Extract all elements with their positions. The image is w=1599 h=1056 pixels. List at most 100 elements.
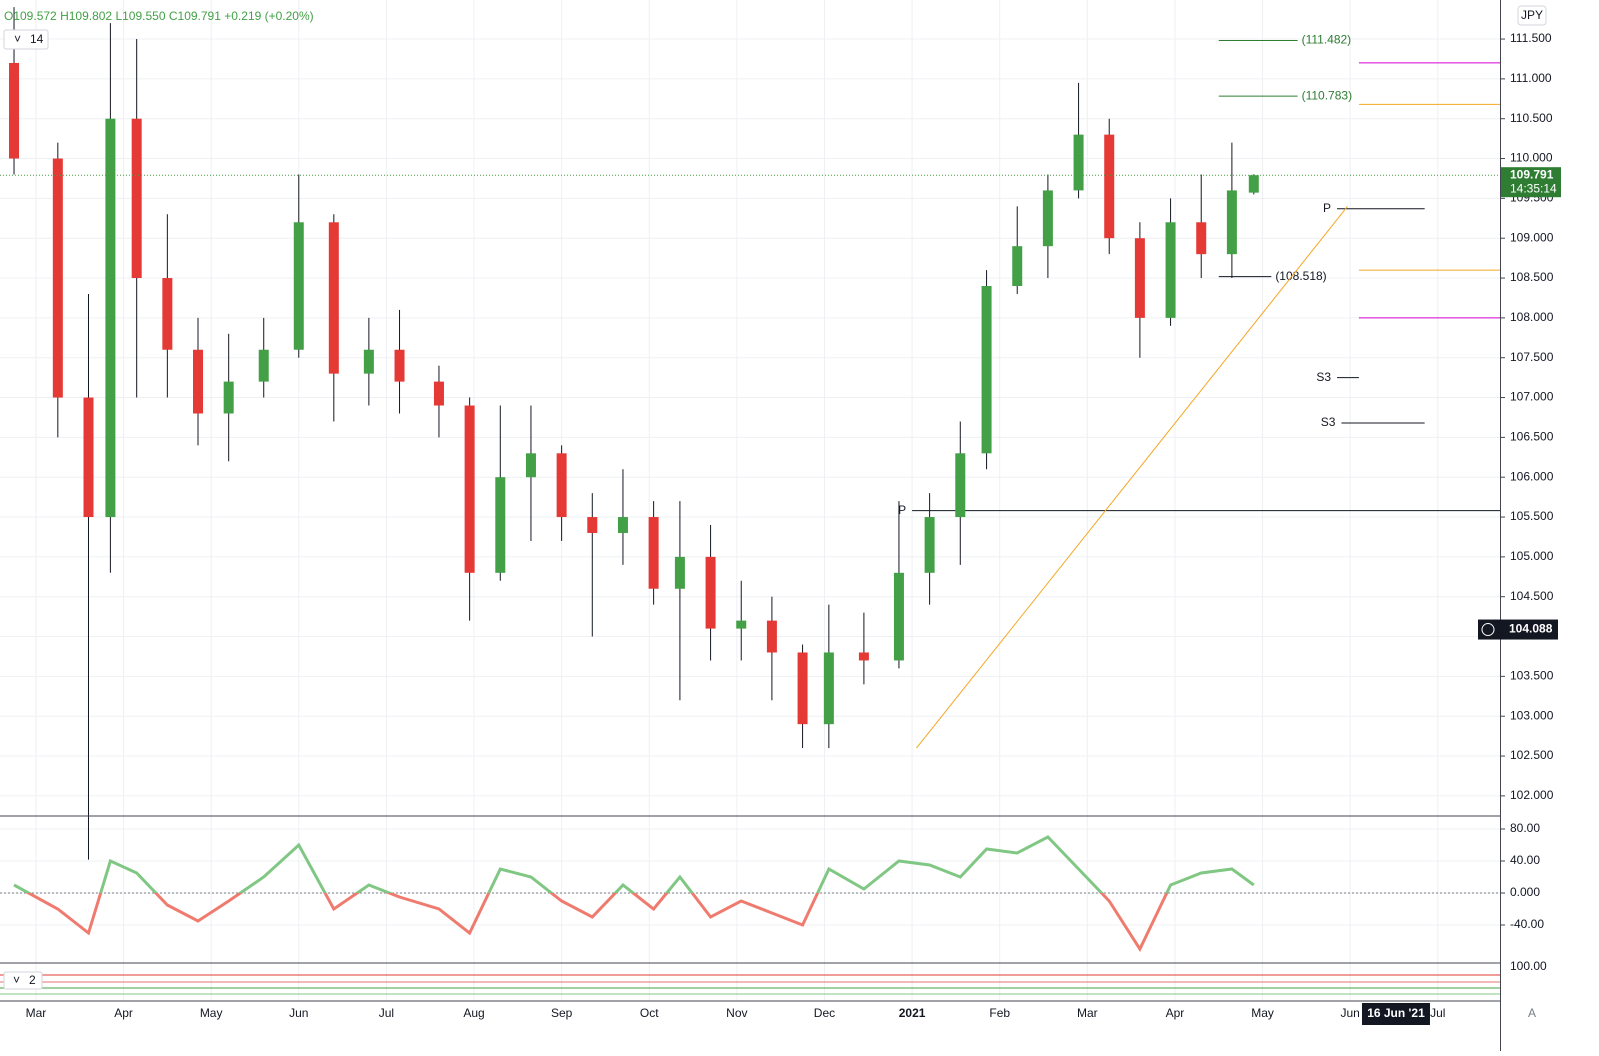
date-badge	[1361, 1003, 1430, 1025]
countdown: 14:35:14	[1510, 181, 1557, 195]
y-tick-label: 110.000	[1510, 151, 1553, 165]
indicator-toggle[interactable]	[3, 971, 43, 990]
oscillator-line	[13, 835, 1255, 953]
y-tick-label: 107.000	[1510, 390, 1554, 404]
x-tick-label: 2021	[899, 1006, 926, 1020]
candle-body	[924, 517, 935, 573]
last-price: 109.791	[1510, 167, 1554, 181]
y-tick-label: 108.500	[1510, 270, 1554, 284]
candle-body	[797, 652, 808, 725]
candle-body	[981, 286, 992, 454]
candle-body	[955, 453, 966, 518]
indicator-toggle[interactable]	[3, 29, 49, 50]
crosshair-price: 104.088	[1509, 622, 1553, 636]
level-label: (111.482)	[1302, 33, 1352, 47]
candle-body	[193, 349, 204, 414]
x-tick-label: Apr	[114, 1006, 133, 1020]
y-tick-label: 109.000	[1510, 230, 1554, 244]
candle-body	[893, 572, 904, 661]
candle-body	[648, 517, 659, 589]
y-tick-label: 106.500	[1510, 430, 1554, 444]
x-tick-label: Sep	[551, 1006, 573, 1020]
candle-body	[328, 222, 339, 374]
x-tick-label: Nov	[726, 1006, 747, 1020]
auto-scale[interactable]: A	[1528, 1006, 1536, 1020]
y-tick-label: 103.500	[1510, 669, 1554, 683]
currency-button[interactable]	[1517, 5, 1547, 26]
y-tick-label: 111.000	[1510, 71, 1552, 85]
candle-body	[495, 477, 506, 573]
open: O109.572	[4, 9, 57, 23]
x-tick-label: Mar	[26, 1006, 47, 1020]
candle-body	[823, 652, 834, 725]
candle-body	[223, 381, 234, 414]
candle-body	[1012, 246, 1023, 287]
candle-body	[9, 62, 20, 159]
candle-body	[1134, 238, 1145, 318]
candle-body	[1165, 222, 1176, 318]
ohlc-header: O109.572 H109.802 L109.550 C109.791 +0.2…	[4, 9, 314, 23]
y-tick-label: 80.00	[1510, 821, 1540, 835]
candle-body	[1104, 134, 1115, 239]
x-tick-label: Feb	[989, 1006, 1010, 1020]
y-tick-label: 103.000	[1510, 708, 1554, 722]
y-tick-label: 40.00	[1510, 853, 1540, 867]
candle-body	[1196, 222, 1207, 255]
plot: (111.482) (110.783) (108.518) P P S3 S3	[0, 7, 1500, 995]
y-tick-label: 106.000	[1510, 469, 1554, 483]
currency[interactable]: JPY	[1521, 8, 1543, 22]
candle-body	[363, 349, 374, 374]
y-tick-label: 104.500	[1510, 589, 1554, 603]
x-tick-label: May	[200, 1006, 223, 1020]
candle-body	[83, 397, 94, 518]
indicator-count[interactable]: 2	[29, 973, 36, 987]
cursor-date: 16 Jun '21	[1367, 1006, 1425, 1020]
candle-body	[674, 556, 685, 589]
x-tick-label: Mar	[1077, 1006, 1098, 1020]
indicator-chevron: ˅	[13, 973, 20, 987]
level-label: S3	[1321, 415, 1336, 429]
y-tick-label: 111.500	[1510, 31, 1552, 45]
candle-body	[525, 453, 536, 478]
x-tick-label: Jul	[1430, 1006, 1445, 1020]
candle-body	[1226, 190, 1237, 255]
level-label: P	[898, 503, 906, 517]
candle-body	[52, 158, 63, 398]
high: H109.802	[60, 9, 112, 23]
y-tick-label: 107.500	[1510, 350, 1554, 364]
candle-body	[464, 405, 475, 573]
candle-body	[1042, 190, 1053, 247]
candle-body	[1248, 175, 1259, 193]
y-tick-label: 0.000	[1510, 885, 1540, 899]
y-tick-label: 102.000	[1510, 788, 1554, 802]
x-tick-label: Jul	[379, 1006, 394, 1020]
grid	[0, 0, 1500, 1001]
crosshair-badge	[1478, 619, 1558, 640]
candle-body	[105, 118, 116, 518]
level-label: P	[1323, 201, 1331, 215]
axis: Mar Apr May Jun Jul Aug Sep Oct Nov Dec 2021 Feb Mar…	[26, 31, 1561, 1025]
candle-body	[258, 349, 269, 382]
last-price-badge	[1501, 167, 1561, 198]
y-tick-label: 102.500	[1510, 748, 1554, 762]
y-tick-label: 100.00	[1510, 959, 1547, 973]
x-tick-label: Apr	[1166, 1006, 1185, 1020]
x-tick-label: Jun	[1340, 1006, 1359, 1020]
crosshair-plus	[1481, 623, 1495, 637]
indicator-count[interactable]: 14	[30, 32, 44, 46]
candle-body	[736, 620, 747, 629]
x-tick-label: May	[1251, 1006, 1274, 1020]
candle-body	[162, 278, 173, 350]
candle-body	[293, 222, 304, 350]
candle-body	[617, 517, 628, 533]
y-tick-label: 108.000	[1510, 310, 1554, 324]
candle-body	[131, 118, 142, 279]
candle-body	[705, 556, 716, 629]
candle-body	[1073, 134, 1084, 191]
y-tick-label: -40.00	[1510, 917, 1544, 931]
x-tick-label: Aug	[463, 1006, 484, 1020]
candle-body	[433, 381, 444, 406]
indicator-chevron: ˅	[14, 32, 21, 46]
level-label: (108.518)	[1275, 269, 1326, 283]
